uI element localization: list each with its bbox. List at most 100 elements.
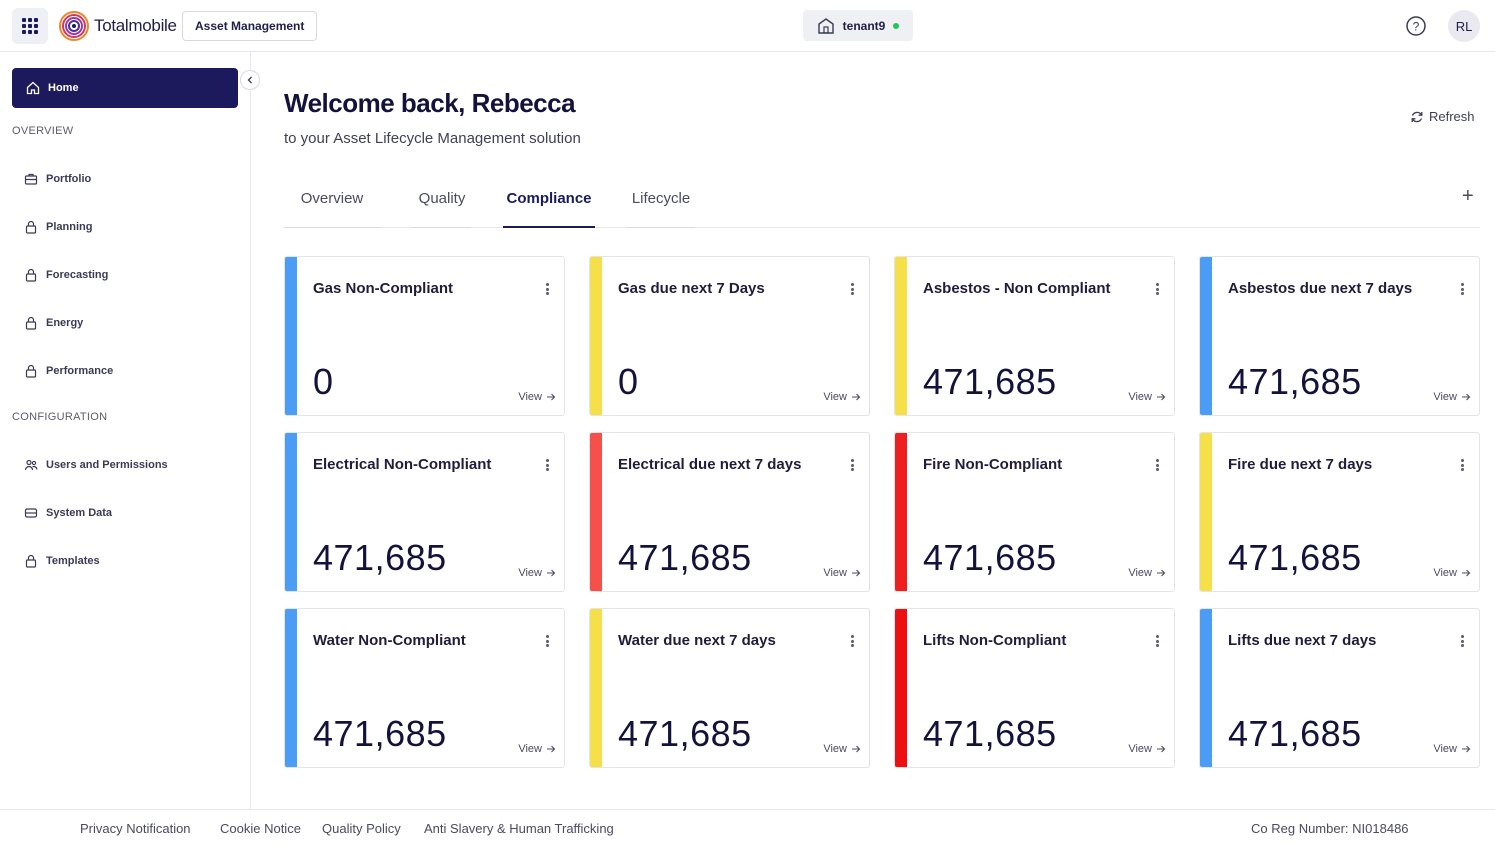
dot	[1155, 283, 1159, 286]
card-view-link[interactable]: View	[823, 743, 861, 755]
card-view-link[interactable]: View	[1128, 391, 1166, 403]
card-menu-button[interactable]	[1459, 281, 1465, 297]
app-name-button[interactable]: Asset Management	[182, 11, 318, 41]
tab-quality[interactable]: Quality	[413, 190, 471, 228]
card-value: 471,685	[313, 537, 447, 578]
tenant-status-dot	[893, 22, 900, 29]
sidebar-item-home[interactable]: Home	[12, 68, 238, 108]
sidebar-item-energy[interactable]: Energy	[24, 313, 83, 333]
collapse-sidebar-button[interactable]	[240, 70, 260, 90]
card-menu-button[interactable]	[849, 457, 855, 473]
help-icon[interactable]: ?	[1405, 15, 1427, 37]
metric-card: Electrical due next 7 days 471,685 View	[589, 432, 870, 592]
card-view-link[interactable]: View	[823, 391, 861, 403]
footer-link-anti-slavery[interactable]: Anti Slavery & Human Trafficking	[424, 821, 614, 836]
card-menu-button[interactable]	[1459, 457, 1465, 473]
metric-card: Water Non-Compliant 471,685 View	[284, 608, 565, 768]
dot	[850, 463, 854, 467]
arrow-right-icon	[1462, 745, 1471, 753]
view-label: View	[518, 743, 542, 755]
totalmobile-logo-icon	[59, 11, 89, 41]
card-menu-button[interactable]	[1154, 633, 1160, 649]
metric-card: Electrical Non-Compliant 471,685 View	[284, 432, 565, 592]
card-menu-button[interactable]	[544, 633, 550, 649]
arrow-right-icon	[1157, 569, 1166, 577]
dot	[1460, 468, 1464, 471]
card-menu-button[interactable]	[1459, 633, 1465, 649]
tab-overview[interactable]: Overview	[284, 190, 380, 228]
tab-bar: Overview Quality Compliance Lifecycle +	[284, 172, 1480, 228]
arrow-right-icon	[547, 569, 556, 577]
sidebar: Home OVERVIEW Portfolio Planning Forecas…	[0, 52, 260, 809]
card-view-link[interactable]: View	[1433, 567, 1471, 579]
arrow-right-icon	[1462, 569, 1471, 577]
footer-link-privacy[interactable]: Privacy Notification	[80, 821, 191, 836]
dot	[850, 468, 854, 471]
tab-label: Overview	[300, 190, 364, 207]
card-status-bar	[895, 609, 907, 767]
home-icon	[26, 81, 40, 95]
card-view-link[interactable]: View	[1433, 743, 1471, 755]
arrow-right-icon	[1157, 393, 1166, 401]
lock-icon	[25, 316, 37, 330]
view-label: View	[518, 567, 542, 579]
card-value: 471,685	[923, 713, 1057, 754]
app-launcher-button[interactable]	[12, 8, 48, 44]
sidebar-item-users-and-permissions[interactable]: Users and Permissions	[24, 455, 168, 475]
card-menu-button[interactable]	[849, 633, 855, 649]
sidebar-item-system-data[interactable]: System Data	[24, 503, 112, 523]
sidebar-item-forecasting[interactable]: Forecasting	[24, 265, 108, 285]
section-label-configuration: CONFIGURATION	[12, 411, 108, 423]
card-status-bar	[1200, 609, 1212, 767]
card-view-link[interactable]: View	[1128, 743, 1166, 755]
tab-label: Lifecycle	[631, 190, 691, 207]
company-reg-number: Co Reg Number: NI018486	[1251, 821, 1409, 836]
sidebar-item-planning[interactable]: Planning	[24, 217, 92, 237]
tab-lifecycle[interactable]: Lifecycle	[627, 190, 695, 228]
tab-compliance[interactable]: Compliance	[503, 190, 595, 228]
card-menu-button[interactable]	[544, 457, 550, 473]
building-icon	[817, 17, 834, 34]
card-status-bar	[1200, 257, 1212, 415]
dot	[850, 459, 854, 462]
refresh-button[interactable]: Refresh	[1410, 109, 1475, 124]
card-menu-button[interactable]	[849, 281, 855, 297]
card-view-link[interactable]: View	[1433, 391, 1471, 403]
card-menu-button[interactable]	[1154, 281, 1160, 297]
sidebar-item-label: Templates	[46, 555, 100, 567]
card-view-link[interactable]: View	[823, 567, 861, 579]
dot	[545, 463, 549, 467]
card-value: 471,685	[1228, 713, 1362, 754]
card-menu-button[interactable]	[544, 281, 550, 297]
user-avatar[interactable]: RL	[1448, 10, 1480, 42]
sidebar-item-performance[interactable]: Performance	[24, 361, 113, 381]
card-view-link[interactable]: View	[518, 391, 556, 403]
logo[interactable]: Totalmobile	[58, 10, 177, 42]
dot	[1155, 468, 1159, 471]
card-title: Asbestos - Non Compliant	[923, 280, 1111, 297]
view-label: View	[1128, 743, 1152, 755]
footer-link-quality[interactable]: Quality Policy	[322, 821, 401, 836]
arrow-right-icon	[852, 393, 861, 401]
card-view-link[interactable]: View	[518, 743, 556, 755]
footer-link-cookie[interactable]: Cookie Notice	[220, 821, 301, 836]
sidebar-item-label: Home	[48, 82, 79, 94]
tenant-selector[interactable]: tenant9	[803, 10, 913, 41]
card-title: Water due next 7 days	[618, 632, 776, 649]
dot	[1460, 639, 1464, 643]
sidebar-item-templates[interactable]: Templates	[24, 551, 100, 571]
card-view-link[interactable]: View	[1128, 567, 1166, 579]
view-label: View	[823, 743, 847, 755]
card-title: Water Non-Compliant	[313, 632, 466, 649]
dot	[1155, 463, 1159, 467]
arrow-right-icon	[1462, 393, 1471, 401]
card-view-link[interactable]: View	[518, 567, 556, 579]
card-status-bar	[895, 257, 907, 415]
add-tab-button[interactable]: +	[1462, 185, 1474, 207]
database-icon	[24, 508, 38, 518]
sidebar-item-portfolio[interactable]: Portfolio	[24, 169, 91, 189]
svg-text:?: ?	[1413, 20, 1420, 34]
dot	[1460, 644, 1464, 647]
card-menu-button[interactable]	[1154, 457, 1160, 473]
chevron-left-icon	[247, 76, 252, 84]
